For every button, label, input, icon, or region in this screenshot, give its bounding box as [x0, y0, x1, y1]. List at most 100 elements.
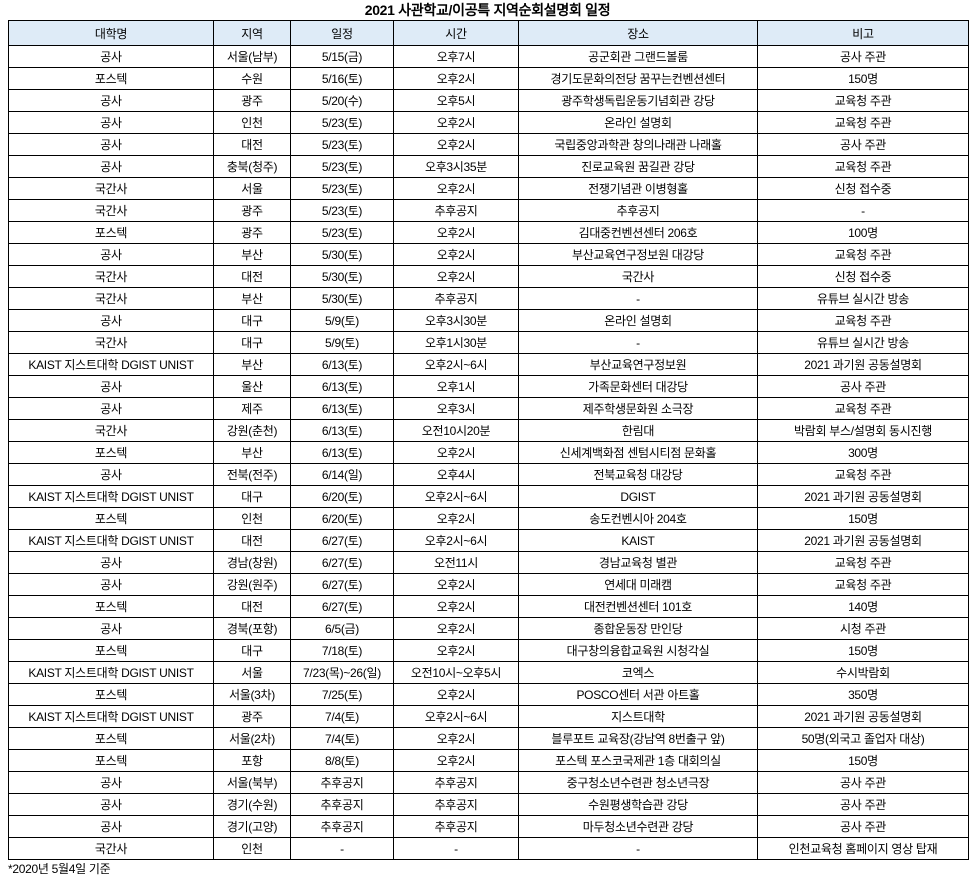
- table-row: KAIST 지스트대학 DGIST UNIST 대구 6/20(토) 오후2시~…: [8, 485, 969, 508]
- cell-date: 5/20(수): [290, 89, 394, 112]
- cell-time: 오후2시~6시: [393, 705, 519, 728]
- column-header-note: 비고: [757, 20, 969, 46]
- cell-time: 오후3시: [393, 397, 519, 420]
- cell-university: 공사: [8, 463, 214, 486]
- cell-region: 울산: [213, 375, 291, 398]
- cell-region: 광주: [213, 221, 291, 244]
- cell-university: 공사: [8, 133, 214, 156]
- table-row: 공사 충북(청주) 5/23(토) 오후3시35분 진로교육원 꿈길관 강당 교…: [8, 155, 969, 178]
- cell-note: 교육청 주관: [757, 309, 969, 332]
- cell-university: 국간사: [8, 265, 214, 288]
- cell-region: 광주: [213, 199, 291, 222]
- cell-date: 7/4(토): [290, 705, 394, 728]
- cell-university: 공사: [8, 573, 214, 596]
- cell-note: 교육청 주관: [757, 397, 969, 420]
- cell-date: 5/30(토): [290, 287, 394, 310]
- cell-time: 오후3시35분: [393, 155, 519, 178]
- cell-time: 오후2시: [393, 221, 519, 244]
- cell-university: 공사: [8, 155, 214, 178]
- cell-region: 대전: [213, 529, 291, 552]
- cell-region: 인천: [213, 111, 291, 134]
- cell-region: 경북(포항): [213, 617, 291, 640]
- cell-venue: 대구창의융합교육원 시청각실: [518, 639, 758, 662]
- cell-note: 50명(외국고 졸업자 대상): [757, 727, 969, 750]
- cell-date: 5/30(토): [290, 265, 394, 288]
- cell-region: 수원: [213, 67, 291, 90]
- cell-note: 시청 주관: [757, 617, 969, 640]
- cell-time: 오후2시: [393, 727, 519, 750]
- cell-university: 공사: [8, 771, 214, 794]
- table-row: 국간사 대구 5/9(토) 오후1시30분 - 유튜브 실시간 방송: [8, 331, 969, 354]
- cell-date: 6/13(토): [290, 353, 394, 376]
- page-title: 2021 사관학교/이공특 지역순회설명회 일정: [364, 2, 611, 18]
- table-row: KAIST 지스트대학 DGIST UNIST 부산 6/13(토) 오후2시~…: [8, 353, 969, 376]
- cell-time: 추후공지: [393, 199, 519, 222]
- cell-university: 공사: [8, 45, 214, 68]
- table-row: 포스텍 대구 7/18(토) 오후2시 대구창의융합교육원 시청각실 150명: [8, 639, 969, 662]
- cell-note: 300명: [757, 441, 969, 464]
- cell-venue: 부산교육연구정보원: [518, 353, 758, 376]
- cell-region: 서울(남부): [213, 45, 291, 68]
- table-row: 포스텍 대전 6/27(토) 오후2시 대전컨벤션센터 101호 140명: [8, 595, 969, 618]
- cell-date: 6/20(토): [290, 507, 394, 530]
- cell-note: 2021 과기원 공동설명회: [757, 485, 969, 508]
- cell-university: 국간사: [8, 199, 214, 222]
- cell-date: 추후공지: [290, 815, 394, 838]
- cell-note: -: [757, 199, 969, 222]
- cell-region: 부산: [213, 243, 291, 266]
- cell-note: 유튜브 실시간 방송: [757, 331, 969, 354]
- cell-date: 6/27(토): [290, 551, 394, 574]
- table-row: 포스텍 서울(2차) 7/4(토) 오후2시 블루포트 교육장(강남역 8번출구…: [8, 727, 969, 750]
- header-row: 대학명 지역 일정 시간 장소 비고: [8, 20, 969, 46]
- cell-date: 6/27(토): [290, 573, 394, 596]
- cell-university: 공사: [8, 815, 214, 838]
- cell-time: 추후공지: [393, 287, 519, 310]
- cell-date: 6/20(토): [290, 485, 394, 508]
- cell-time: 오전10시20분: [393, 419, 519, 442]
- cell-time: 오후2시: [393, 595, 519, 618]
- cell-venue: 온라인 설명회: [518, 309, 758, 332]
- cell-time: 오후2시: [393, 639, 519, 662]
- cell-university: KAIST 지스트대학 DGIST UNIST: [8, 529, 214, 552]
- cell-region: 부산: [213, 287, 291, 310]
- cell-venue: 제주학생문화원 소극장: [518, 397, 758, 420]
- cell-venue: 마두청소년수련관 강당: [518, 815, 758, 838]
- cell-note: 350명: [757, 683, 969, 706]
- cell-time: 오후2시: [393, 243, 519, 266]
- cell-time: 오후5시: [393, 89, 519, 112]
- table-row: 공사 울산 6/13(토) 오후1시 가족문화센터 대강당 공사 주관: [8, 375, 969, 398]
- cell-venue: KAIST: [518, 529, 758, 552]
- cell-date: 5/23(토): [290, 155, 394, 178]
- table-row: 포스텍 인천 6/20(토) 오후2시 송도컨벤시아 204호 150명: [8, 507, 969, 530]
- cell-venue: 코엑스: [518, 661, 758, 684]
- cell-region: 서울(3차): [213, 683, 291, 706]
- cell-region: 전북(전주): [213, 463, 291, 486]
- cell-date: -: [290, 837, 394, 860]
- cell-university: 공사: [8, 89, 214, 112]
- table-row: KAIST 지스트대학 DGIST UNIST 서울 7/23(목)~26(일)…: [8, 661, 969, 684]
- cell-venue: 종합운동장 만인당: [518, 617, 758, 640]
- cell-university: KAIST 지스트대학 DGIST UNIST: [8, 353, 214, 376]
- cell-date: 7/4(토): [290, 727, 394, 750]
- cell-university: 포스텍: [8, 639, 214, 662]
- cell-venue: 전북교육청 대강당: [518, 463, 758, 486]
- cell-time: 오후2시~6시: [393, 529, 519, 552]
- cell-region: 대전: [213, 265, 291, 288]
- cell-region: 서울: [213, 177, 291, 200]
- cell-venue: 경기도문화의전당 꿈꾸는컨벤션센터: [518, 67, 758, 90]
- column-header-region: 지역: [213, 20, 291, 46]
- column-header-date: 일정: [290, 20, 394, 46]
- cell-venue: 지스트대학: [518, 705, 758, 728]
- cell-note: 신청 접수중: [757, 177, 969, 200]
- cell-note: 공사 주관: [757, 815, 969, 838]
- cell-region: 인천: [213, 507, 291, 530]
- cell-time: 추후공지: [393, 815, 519, 838]
- cell-date: 6/14(일): [290, 463, 394, 486]
- cell-time: 오후2시: [393, 749, 519, 772]
- table-row: 공사 경기(수원) 추후공지 추후공지 수원평생학습관 강당 공사 주관: [8, 793, 969, 816]
- table-row: 공사 대구 5/9(토) 오후3시30분 온라인 설명회 교육청 주관: [8, 309, 969, 332]
- table-row: 포스텍 서울(3차) 7/25(토) 오후2시 POSCO센터 서관 아트홀 3…: [8, 683, 969, 706]
- cell-region: 대전: [213, 595, 291, 618]
- cell-university: 공사: [8, 793, 214, 816]
